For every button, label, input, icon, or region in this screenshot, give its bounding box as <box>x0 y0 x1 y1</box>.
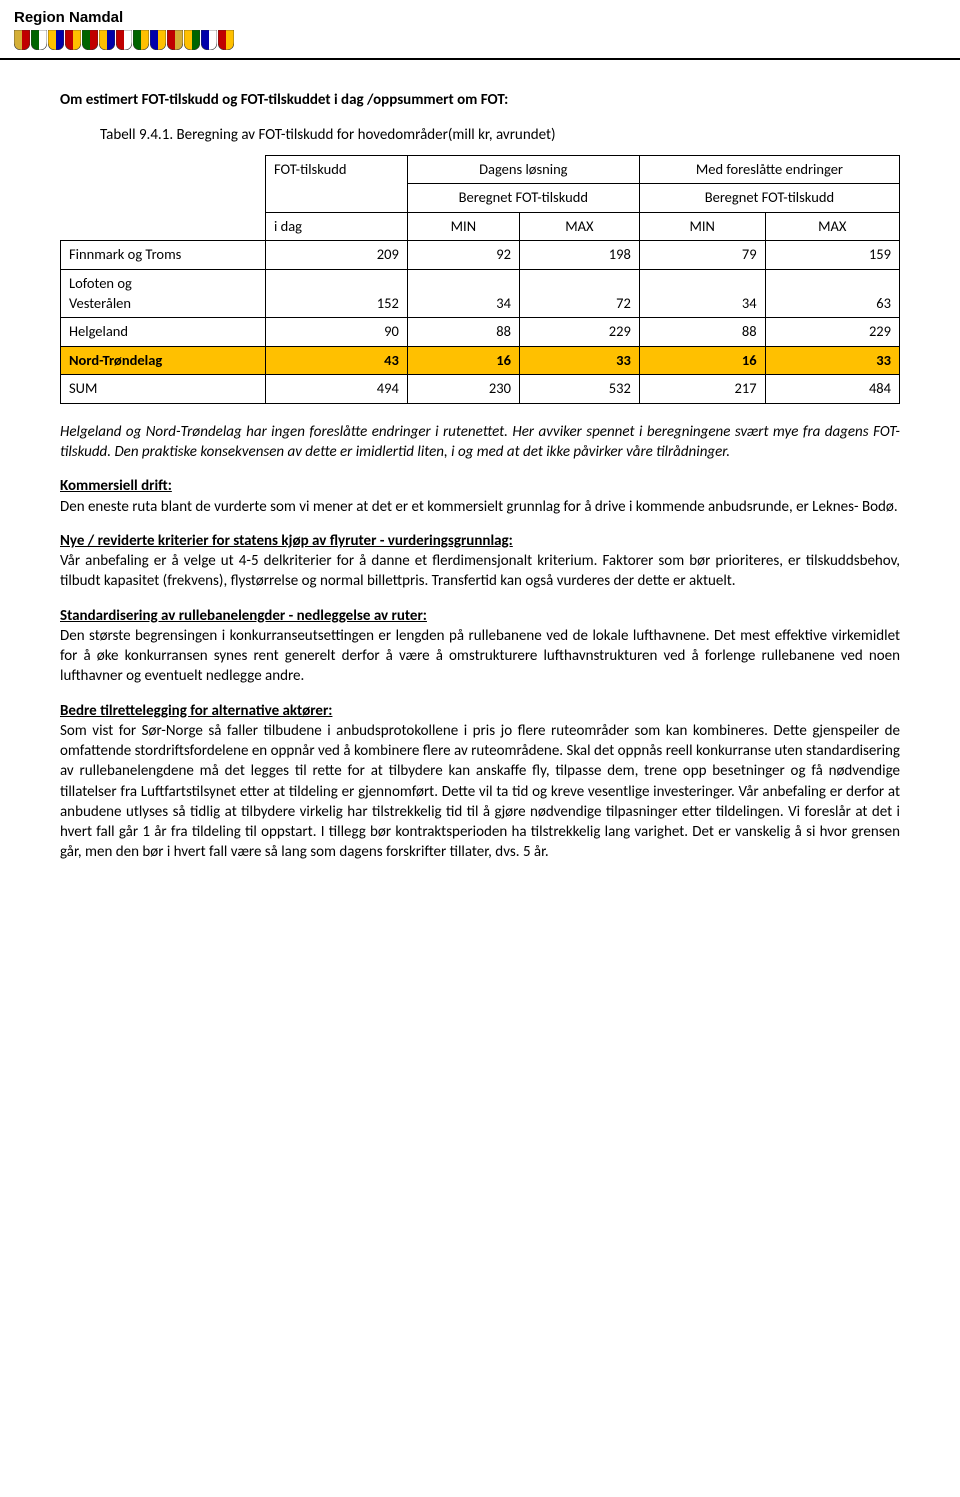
row-dmin: 230 <box>407 375 519 404</box>
col-fot-idag-bottom: i dag <box>266 212 408 241</box>
italic-note: Helgeland og Nord-Trøndelag har ingen fo… <box>60 422 900 463</box>
page-header: Region Namdal <box>0 0 960 60</box>
shields-row <box>14 30 946 50</box>
row-idag: 209 <box>266 241 408 270</box>
table-row: Helgeland 90 88 229 88 229 <box>61 318 900 347</box>
shield-icon <box>116 30 132 50</box>
row-mmax: 63 <box>765 270 899 318</box>
col-min-1: MIN <box>407 212 519 241</box>
row-idag: 152 <box>266 270 408 318</box>
row-mmax: 229 <box>765 318 899 347</box>
row-mmin: 79 <box>639 241 765 270</box>
row-label: Finnmark og Troms <box>61 241 266 270</box>
section-paragraph: Nye / reviderte kriterier for statens kj… <box>60 531 900 592</box>
section-body: Vår anbefaling er å velge ut 4-5 delkrit… <box>60 552 900 590</box>
row-mmin: 88 <box>639 318 765 347</box>
section-body: Som vist for Sør-Norge så faller tilbude… <box>60 722 900 862</box>
row-dmax: 229 <box>519 318 639 347</box>
shield-icon <box>65 30 81 50</box>
row-mmax: 33 <box>765 346 899 375</box>
section-paragraph: Kommersiell drift: Den eneste ruta blant … <box>60 476 900 517</box>
row-label: Lofoten ogVesterålen <box>61 270 266 318</box>
col-max-2: MAX <box>765 212 899 241</box>
col-beregnet-left: Beregnet FOT-tilskudd <box>407 184 639 213</box>
row-mmin: 217 <box>639 375 765 404</box>
shield-icon <box>82 30 98 50</box>
row-mmax: 159 <box>765 241 899 270</box>
shield-icon <box>48 30 64 50</box>
section-heading: Bedre tilrettelegging for alternative ak… <box>60 702 332 720</box>
page-title: Om estimert FOT-tilskudd og FOT-tilskudd… <box>60 90 900 110</box>
row-label: Nord-Trøndelag <box>61 346 266 375</box>
sections-container: Kommersiell drift: Den eneste ruta blant … <box>60 476 900 862</box>
col-beregnet-right: Beregnet FOT-tilskudd <box>639 184 899 213</box>
section-paragraph: Standardisering av rullebanelengder - ne… <box>60 606 900 687</box>
row-idag: 43 <box>266 346 408 375</box>
section-heading: Kommersiell drift: <box>60 477 172 495</box>
table-row: Finnmark og Troms 209 92 198 79 159 <box>61 241 900 270</box>
table-row: Nord-Trøndelag 43 16 33 16 33 <box>61 346 900 375</box>
shield-icon <box>184 30 200 50</box>
brand-name: Region Namdal <box>14 8 946 28</box>
section-body: Den største begrensingen i konkurranseut… <box>60 627 900 686</box>
table-caption: Tabell 9.4.1. Beregning av FOT-tilskudd … <box>100 125 900 145</box>
fot-table: FOT-tilskudd Dagens løsning Med foreslåt… <box>60 155 900 404</box>
table-row: Lofoten ogVesterålen 152 34 72 34 63 <box>61 270 900 318</box>
shield-icon <box>133 30 149 50</box>
col-group-med: Med foreslåtte endringer <box>639 155 899 184</box>
shield-icon <box>167 30 183 50</box>
row-dmin: 16 <box>407 346 519 375</box>
col-max-1: MAX <box>519 212 639 241</box>
row-dmax: 198 <box>519 241 639 270</box>
col-min-2: MIN <box>639 212 765 241</box>
row-dmin: 88 <box>407 318 519 347</box>
row-dmax: 72 <box>519 270 639 318</box>
shield-icon <box>14 30 30 50</box>
shield-icon <box>31 30 47 50</box>
row-mmin: 16 <box>639 346 765 375</box>
row-dmin: 34 <box>407 270 519 318</box>
row-dmax: 33 <box>519 346 639 375</box>
row-mmin: 34 <box>639 270 765 318</box>
row-label: Helgeland <box>61 318 266 347</box>
section-body: Den eneste ruta blant de vurderte som vi… <box>60 498 898 516</box>
col-fot-idag-top: FOT-tilskudd <box>274 160 399 180</box>
fot-table-head: FOT-tilskudd Dagens løsning Med foreslåt… <box>61 155 900 241</box>
fot-table-body: Finnmark og Troms 209 92 198 79 159 Lofo… <box>61 241 900 403</box>
section-heading: Nye / reviderte kriterier for statens kj… <box>60 532 513 550</box>
shield-icon <box>99 30 115 50</box>
table-row: SUM 494 230 532 217 484 <box>61 375 900 404</box>
row-idag: 494 <box>266 375 408 404</box>
row-mmax: 484 <box>765 375 899 404</box>
row-dmin: 92 <box>407 241 519 270</box>
shield-icon <box>201 30 217 50</box>
row-idag: 90 <box>266 318 408 347</box>
col-blank <box>61 155 266 241</box>
shield-icon <box>150 30 166 50</box>
section-paragraph: Bedre tilrettelegging for alternative ak… <box>60 701 900 863</box>
shield-icon <box>218 30 234 50</box>
row-label: SUM <box>61 375 266 404</box>
row-dmax: 532 <box>519 375 639 404</box>
section-heading: Standardisering av rullebanelengder - ne… <box>60 607 427 625</box>
col-group-dagens: Dagens løsning <box>407 155 639 184</box>
